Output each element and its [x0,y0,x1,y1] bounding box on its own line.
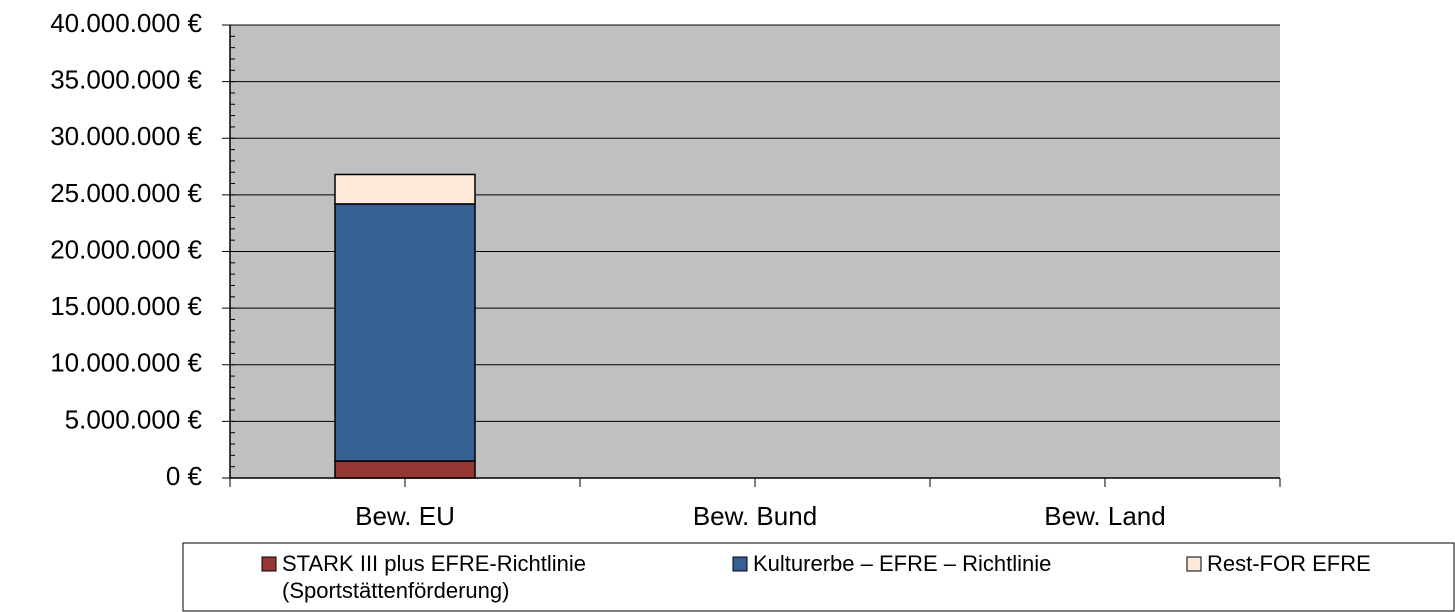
y-tick-label: 30.000.000 € [50,121,202,151]
x-tick-label: Bew. EU [355,501,455,531]
x-tick-label: Bew. Land [1044,501,1165,531]
legend-label: STARK III plus EFRE-Richtlinie (Sportstä… [282,551,592,603]
legend-swatch [1186,556,1202,572]
legend-box [182,542,1455,612]
y-tick-label: 40.000.000 € [50,8,202,38]
y-tick-label: 15.000.000 € [50,291,202,321]
bar-segment [334,203,476,462]
legend-swatch [261,556,277,572]
y-tick-label: 5.000.000 € [65,404,203,434]
y-tick-label: 0 € [166,461,203,491]
bar-segment [334,460,476,479]
y-tick-label: 35.000.000 € [50,65,202,95]
bar-segment [334,173,476,205]
legend-label: Kulturerbe – EFRE – Richtlinie [753,551,1051,576]
legend-label: Rest-FOR EFRE [1207,551,1371,576]
legend-swatch [732,556,748,572]
y-tick-label: 10.000.000 € [50,348,202,378]
y-tick-label: 25.000.000 € [50,178,202,208]
y-tick-label: 20.000.000 € [50,234,202,264]
x-tick-label: Bew. Bund [693,501,817,531]
